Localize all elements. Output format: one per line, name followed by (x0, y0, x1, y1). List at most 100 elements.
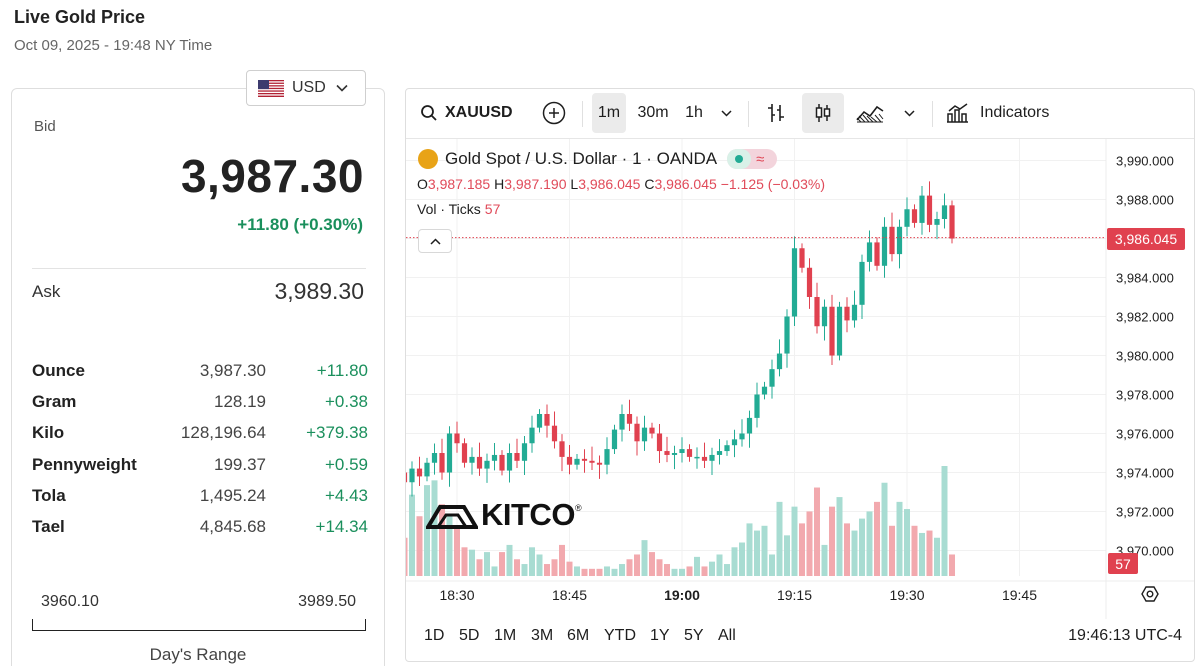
toolbar-separator (748, 101, 749, 127)
y-tick-label: 3,988.000 (1116, 193, 1174, 208)
candles-button[interactable] (802, 93, 844, 133)
chevron-down-icon (336, 84, 348, 92)
x-tick-label: 18:30 (439, 587, 474, 603)
bid-change: +11.80 (+0.30%) (237, 215, 363, 234)
y-tick-label: 3,976.000 (1116, 427, 1174, 442)
volume-bar (611, 568, 618, 576)
area-icon (856, 105, 884, 123)
candle-body (484, 460, 490, 469)
x-tick-label: 18:45 (552, 587, 587, 603)
candle-body (439, 453, 445, 473)
collapse-legend-button[interactable] (418, 229, 452, 253)
volume-bar (694, 556, 700, 576)
volume-bar (679, 568, 685, 576)
interval-30m[interactable]: 30m (637, 104, 669, 121)
candlestick-chart[interactable]: 3,990.0003,988.0003,986.0003,984.0003,98… (406, 139, 1195, 619)
area-style-button[interactable] (852, 93, 888, 133)
volume-bar (484, 552, 490, 576)
range-all[interactable]: All (718, 627, 736, 644)
volume-bar (626, 559, 633, 576)
unit-name: Kilo (32, 423, 65, 443)
y-tick-label: 3,978.000 (1116, 388, 1174, 403)
candle-body (664, 451, 670, 455)
unit-row-gram: Gram 128.19 +0.38 (32, 389, 368, 420)
candle-body (889, 226, 895, 255)
range-3m[interactable]: 3M (531, 627, 554, 644)
currency-select[interactable]: USD (246, 70, 366, 106)
symbol-search[interactable]: XAUUSD (414, 93, 520, 133)
y-tick-label: 3,980.000 (1116, 349, 1174, 364)
candle-body (416, 468, 423, 477)
candle-body (761, 386, 768, 395)
chevron-down-icon (903, 109, 915, 117)
x-tick-label: 19:15 (777, 587, 812, 603)
candle-body (866, 242, 873, 262)
volume-bar (529, 547, 535, 576)
candles-icon (815, 104, 831, 122)
interval-1m[interactable]: 1m (592, 93, 626, 133)
unit-value: 3,987.30 (199, 361, 266, 380)
volume-bar (701, 566, 708, 576)
chart-panel: XAUUSD 1m 30m 1h Indicators 3,990.000 (405, 88, 1195, 662)
indicators-icon (947, 103, 968, 123)
x-tick-label: 19:45 (1002, 587, 1037, 603)
range-6m[interactable]: 6M (567, 627, 590, 644)
compare-button[interactable] (538, 93, 570, 133)
indicators-label: Indicators (980, 104, 1050, 121)
range-ytd[interactable]: YTD (604, 627, 636, 644)
timestamp: Oct 09, 2025 - 19:48 NY Time (14, 37, 213, 54)
volume-bar (769, 554, 775, 576)
unit-change: +11.80 (316, 361, 368, 380)
ohlc-readout: O3,987.185 H3,987.190 L3,986.045 C3,986.… (417, 176, 825, 192)
range-1m[interactable]: 1M (494, 627, 517, 644)
range-5y[interactable]: 5Y (684, 627, 704, 644)
candle-body (881, 226, 888, 266)
interval-dropdown[interactable] (714, 93, 738, 133)
y-tick-label: 3,990.000 (1116, 154, 1174, 169)
legend-symbol-title: Gold Spot / U.S. Dollar · 1 · OANDA (445, 149, 718, 168)
candle-body (469, 456, 475, 463)
indicators-button[interactable]: Indicators (942, 93, 1066, 133)
candle-body (851, 304, 858, 321)
interval-1h[interactable]: 1h (685, 104, 703, 121)
candle-body (446, 433, 453, 473)
volume-bar (491, 566, 498, 576)
candle-body (806, 267, 813, 297)
chart-type-dropdown[interactable] (897, 93, 921, 133)
volume-bar (604, 566, 610, 576)
volume-bar (566, 561, 573, 576)
candle-body (934, 219, 940, 225)
candle-body (619, 414, 625, 430)
volume-bar (406, 537, 408, 576)
volume-bar (469, 549, 475, 576)
candle-body (746, 417, 753, 434)
candle-body (769, 369, 775, 387)
delayed-data-icon: ≈ (756, 150, 765, 168)
registered-mark: ® (574, 503, 582, 513)
volume-bar (934, 537, 940, 576)
candle-body (424, 462, 430, 477)
axis-settings-icon[interactable] (1141, 586, 1159, 602)
bar-style-button[interactable] (758, 93, 794, 133)
volume-bar (889, 525, 895, 576)
unit-change: +14.34 (315, 516, 368, 536)
range-1y[interactable]: 1Y (650, 627, 670, 644)
market-status-pill[interactable]: ≈ (727, 149, 778, 169)
unit-value: 128,196.64 (180, 423, 266, 443)
candle-body (634, 423, 640, 442)
range-1d[interactable]: 1D (424, 627, 445, 644)
candle-body (776, 353, 783, 370)
volume-bar (911, 525, 918, 576)
bid-label: Bid (34, 118, 56, 135)
candle-body (709, 454, 715, 461)
unit-change: +0.59 (324, 454, 368, 474)
candle-body (941, 205, 948, 219)
candle-body (626, 414, 633, 424)
price-panel: Bid 3,987.30 +11.80 (+0.30%) Ask 3,989.3… (11, 88, 385, 666)
toolbar-separator (582, 101, 583, 127)
volume-bar (514, 559, 520, 576)
open-value: 3,987.185 (427, 176, 491, 192)
candle-body (836, 306, 843, 356)
range-5d[interactable]: 5D (459, 627, 480, 644)
volume-bar (574, 566, 580, 576)
